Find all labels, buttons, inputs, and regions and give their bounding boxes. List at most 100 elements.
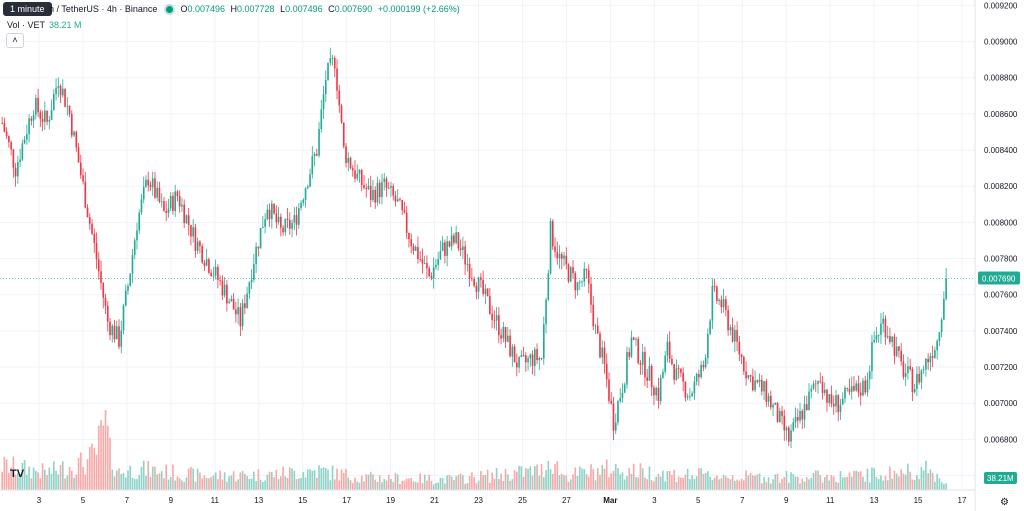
volume-bar [850, 476, 853, 490]
volume-bar [877, 479, 880, 490]
volume-bar [716, 475, 718, 490]
volume-bar [918, 479, 920, 490]
volume-bar [572, 474, 574, 490]
candle-body [185, 215, 188, 224]
volume-bar [21, 462, 24, 490]
candle-body [444, 242, 446, 256]
close-label: C [328, 4, 335, 14]
candle-body [381, 181, 383, 198]
candle-body [524, 355, 527, 363]
candle-body [118, 326, 120, 347]
volume-bar [500, 473, 502, 490]
volume-bar [934, 481, 936, 490]
price-axis[interactable]: 0.009200 0.009000 0.008800 0.008600 0.008400… [974, 0, 1024, 511]
volume-bar [722, 474, 725, 490]
volume-bar [181, 480, 183, 490]
candle-body [864, 380, 867, 393]
candle-body [88, 217, 91, 224]
volume-bar [122, 473, 125, 490]
candle-body [430, 276, 433, 279]
candle-body [925, 358, 927, 370]
candle-body [23, 139, 26, 144]
candle-body [621, 392, 624, 399]
candle-body [297, 207, 300, 225]
candle-body [410, 239, 413, 247]
candle-body [167, 208, 170, 213]
settings-gear-icon[interactable]: ⚙ [1000, 497, 1009, 508]
candle-body [677, 368, 680, 370]
symbol-title[interactable]: n / TetherUS · 4h · Binance [49, 4, 158, 14]
volume-bar [756, 474, 759, 490]
candle-body [630, 337, 633, 357]
candle-body [745, 371, 747, 379]
volume-bar [446, 475, 448, 490]
volume-label: Vol · VET [7, 20, 46, 30]
volume-bar [336, 468, 338, 490]
volume-bar [480, 471, 482, 490]
volume-bar [551, 473, 554, 490]
time-axis[interactable]: 3 5 7 9 11 13 15 17 19 21 23 25 27 Mar 3 5 7 9 11 13 15 17 [0, 489, 975, 505]
volume-bar [57, 474, 60, 490]
volume-bar [619, 474, 622, 490]
chevron-up-icon[interactable]: ˄ [6, 33, 24, 48]
volume-bar [383, 478, 386, 490]
candle-body [356, 173, 359, 179]
candle-body [516, 362, 518, 368]
candle-body [639, 363, 642, 365]
volume-bar [136, 478, 138, 490]
volume-bar [129, 465, 132, 490]
candle-body [648, 365, 651, 381]
volume-bar [662, 470, 664, 490]
volume-bar [507, 474, 509, 490]
candle-body [223, 284, 226, 296]
candle-body [75, 131, 78, 148]
candle-body [522, 355, 525, 356]
volume-bar [913, 479, 916, 490]
candle-body [587, 270, 590, 284]
price-tick-label: 0.006800 [984, 435, 1018, 444]
volume-bar [5, 459, 8, 490]
candle-body [401, 200, 404, 211]
candle-body [819, 381, 822, 382]
volume-bar [268, 471, 271, 490]
candle-body [138, 212, 141, 231]
volume-bar [637, 477, 640, 490]
volume-bar [635, 477, 637, 490]
candle-body [441, 242, 444, 251]
volume-bar [776, 473, 779, 490]
candle-body [617, 401, 619, 423]
candle-body [163, 201, 165, 211]
candle-body [55, 87, 57, 94]
candle-body [882, 318, 885, 324]
candle-body [5, 131, 8, 137]
volume-bar [554, 463, 556, 490]
volume-bar [462, 475, 464, 490]
volume-bar [149, 477, 152, 490]
volume-bar [522, 476, 525, 490]
candle-body [196, 241, 199, 251]
volume-bar [55, 470, 57, 490]
candle-body [313, 153, 316, 157]
volume-bar [837, 482, 840, 490]
volume-bar [664, 481, 666, 490]
volume-bar [19, 474, 21, 490]
open-value: 0.007496 [187, 4, 225, 14]
candle-body [360, 169, 363, 185]
volume-bar [686, 468, 689, 490]
candle-body [347, 157, 350, 163]
candle-body [151, 178, 154, 188]
volume-bar [520, 466, 523, 490]
candle-body [855, 383, 858, 391]
candle-body [626, 352, 628, 385]
candle-body [102, 282, 105, 298]
candle-body [848, 388, 851, 392]
volume-bar [691, 475, 693, 490]
volume-bar [790, 472, 792, 490]
candle-body [765, 381, 768, 402]
candle-body [333, 57, 336, 69]
volume-bar [30, 478, 33, 490]
candle-body [545, 299, 547, 325]
candle-body [158, 187, 161, 202]
volume-bar [648, 466, 651, 490]
